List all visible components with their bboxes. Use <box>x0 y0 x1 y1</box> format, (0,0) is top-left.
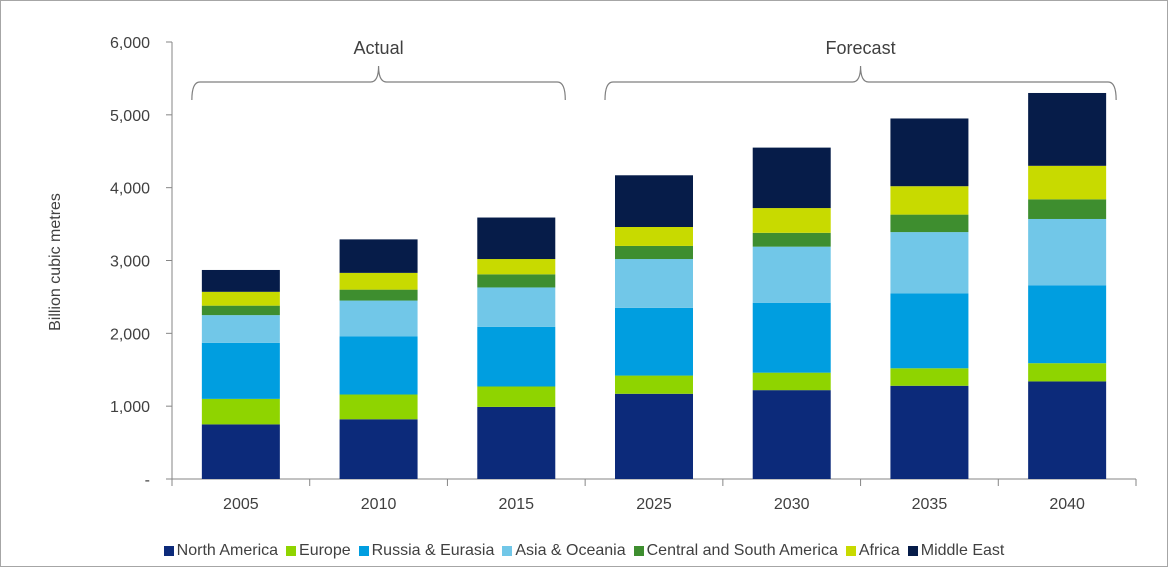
x-axis: 2005 2010 2015 2025 2030 2035 2040 <box>171 478 1137 513</box>
bar-segment-europe-2010 <box>339 394 418 420</box>
bar-segment-middle-east-2030 <box>752 147 831 209</box>
bar-segment-russia-eurasia-2035 <box>890 293 969 369</box>
legend-label: Africa <box>858 542 900 559</box>
legend-item: Middle East <box>907 542 1005 560</box>
bar-segment-central-and-south-america-2035 <box>890 214 969 233</box>
bar-segment-central-and-south-america-2040 <box>1028 199 1107 219</box>
bar-segment-africa-2010 <box>339 272 418 290</box>
bar-segment-middle-east-2035 <box>890 118 969 187</box>
legend-swatch <box>163 546 174 556</box>
legend-item: North America <box>163 542 279 560</box>
bar-segment-asia-oceania-2015 <box>477 287 556 327</box>
bar-segment-middle-east-2015 <box>477 217 556 260</box>
x-tick-label: 2025 <box>636 496 672 513</box>
bar-segment-asia-oceania-2035 <box>890 232 969 294</box>
bracket-label-1: Forecast <box>826 38 896 58</box>
legend: North America Europe Russia & Eurasia Asia … <box>4 540 1164 562</box>
x-tick-label: 2040 <box>1049 496 1085 513</box>
legend-label: Middle East <box>920 542 1005 559</box>
bar-segment-middle-east-2040 <box>1028 92 1107 166</box>
bar-segment-africa-2025 <box>615 226 693 246</box>
bar-segment-central-and-south-america-2015 <box>477 274 556 288</box>
legend-item: Africa <box>845 542 900 560</box>
bar-segment-asia-oceania-2040 <box>1028 218 1107 286</box>
bracket-1 <box>604 65 1117 101</box>
x-tick-label: 2030 <box>774 496 810 513</box>
bar-segment-africa-2030 <box>752 208 831 233</box>
legend-swatch <box>358 546 369 556</box>
x-tick-label: 2035 <box>912 496 948 513</box>
bar-segment-asia-oceania-2010 <box>339 300 418 337</box>
bar-segment-russia-eurasia-2040 <box>1028 285 1107 364</box>
bars <box>201 92 1107 479</box>
bar-segment-north-america-2040 <box>1028 381 1107 479</box>
bracket-annotations: Actual Forecast <box>191 38 1117 101</box>
x-tick-label: 2010 <box>361 496 397 513</box>
bar-segment-asia-oceania-2025 <box>615 259 693 308</box>
bar-segment-central-and-south-america-2010 <box>339 289 418 301</box>
bar-segment-north-america-2035 <box>890 385 969 479</box>
bar-segment-north-america-2010 <box>339 419 418 479</box>
y-tick-label: - <box>145 472 150 489</box>
bar-segment-russia-eurasia-2010 <box>339 336 418 395</box>
bar-segment-north-america-2015 <box>477 406 556 479</box>
legend-item: Russia & Eurasia <box>358 542 495 560</box>
legend-item: Asia & Oceania <box>502 542 626 560</box>
bar-segment-europe-2035 <box>890 368 969 386</box>
y-axis: - 1,000 2,000 3,000 4,000 5,000 6,000 <box>110 35 173 489</box>
bar-segment-europe-2025 <box>615 375 693 394</box>
legend-label: Asia & Oceania <box>515 542 626 559</box>
legend-label: Europe <box>299 542 351 559</box>
bar-segment-central-and-south-america-2025 <box>615 245 693 260</box>
bar-segment-africa-2005 <box>201 291 280 306</box>
legend-swatch <box>845 546 856 556</box>
y-tick-label: 3,000 <box>110 254 150 271</box>
bar-segment-asia-oceania-2005 <box>201 315 280 343</box>
bar-segment-russia-eurasia-2025 <box>615 307 693 376</box>
legend-swatch <box>907 546 918 556</box>
bar-segment-central-and-south-america-2030 <box>752 232 831 247</box>
legend-swatch <box>502 546 513 556</box>
x-tick-label: 2015 <box>498 496 534 513</box>
bar-segment-africa-2035 <box>890 186 969 215</box>
bar-segment-north-america-2005 <box>201 424 280 479</box>
bar-segment-central-and-south-america-2005 <box>201 305 280 316</box>
legend-item: Central and South America <box>633 542 838 560</box>
y-tick-label: 2,000 <box>110 326 150 343</box>
legend-label: North America <box>176 542 279 559</box>
y-axis-title: Billion cubic metres <box>47 193 64 331</box>
bar-segment-russia-eurasia-2030 <box>752 302 831 373</box>
bar-segment-asia-oceania-2030 <box>752 246 831 303</box>
legend-label: Russia & Eurasia <box>371 542 495 559</box>
bar-segment-north-america-2030 <box>752 390 831 479</box>
bar-segment-europe-2030 <box>752 372 831 391</box>
bracket-0 <box>191 65 566 101</box>
bar-segment-russia-eurasia-2005 <box>201 342 280 399</box>
x-tick-label: 2005 <box>223 496 259 513</box>
legend-swatch <box>633 546 644 556</box>
bar-segment-middle-east-2010 <box>339 239 418 273</box>
y-tick-label: 4,000 <box>110 181 150 198</box>
bracket-label-0: Actual <box>354 38 404 58</box>
bar-segment-russia-eurasia-2015 <box>477 326 556 387</box>
legend-swatch <box>286 546 297 556</box>
bar-segment-middle-east-2005 <box>201 269 280 292</box>
y-tick-label: 1,000 <box>110 399 150 416</box>
bar-segment-europe-2005 <box>201 398 280 425</box>
bar-segment-europe-2040 <box>1028 363 1107 382</box>
bar-segment-africa-2015 <box>477 259 556 275</box>
bar-segment-africa-2040 <box>1028 165 1107 200</box>
legend-label: Central and South America <box>646 542 838 559</box>
bar-segment-north-america-2025 <box>615 393 693 479</box>
bar-segment-middle-east-2025 <box>615 175 693 227</box>
y-tick-label: 5,000 <box>110 108 150 125</box>
bar-segment-europe-2015 <box>477 386 556 407</box>
legend-item: Europe <box>286 542 351 560</box>
y-tick-label: 6,000 <box>110 35 150 52</box>
